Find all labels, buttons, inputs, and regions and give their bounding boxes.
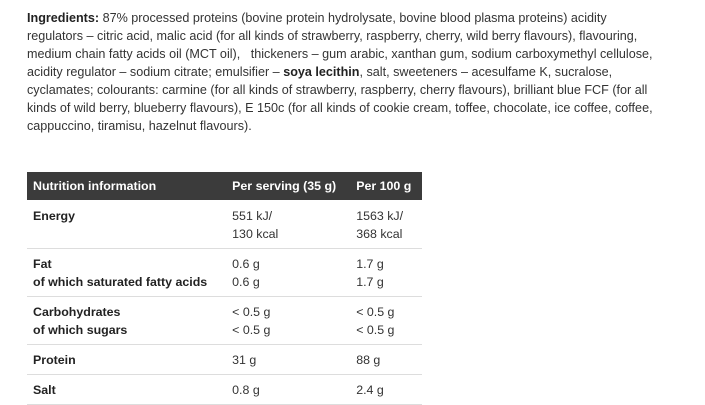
cell-line: 0.8 g [232,383,260,397]
ingredients-line: regulators – citric acid, malic acid (fo… [27,27,653,45]
table-row: Protein 31 g 88 g [27,344,422,375]
cell-line: < 0.5 g [232,305,271,319]
cell-line: 2.4 g [356,383,384,397]
text: acidity regulator – sodium citrate; emul… [27,65,284,79]
header-cell: Per 100 g [350,172,422,200]
cell-line: 1563 kJ/ [356,209,404,223]
cell-line: < 0.5 g [356,305,395,319]
value-cell: 88 g [350,344,422,375]
value-cell: 2.4 g [350,374,422,405]
cell-line: of which saturated fatty acids [33,275,208,289]
ingredients-line: Ingredients: 87% processed proteins (bov… [27,9,653,27]
cell-line: of which sugars [33,323,128,337]
text: 87% processed proteins (bovine protein h… [99,11,607,25]
cell-line: 1.7 g [356,257,384,271]
header-cell: Nutrition information [27,172,227,200]
ingredients-line: acidity regulator – sodium citrate; emul… [27,63,653,81]
cell-line: 368 kcal [356,227,403,241]
cell-line: Protein [33,353,76,367]
row-label: Energy [27,200,227,249]
ingredients: Ingredients: 87% processed proteins (bov… [27,9,653,135]
cell-line: 88 g [356,353,381,367]
cell-line: Carbohydrates [33,305,121,319]
text: cappuccino, tiramisu, hazelnut flavours)… [27,119,252,133]
ingredients-line: kinds of wild berry, blueberry flavours)… [27,99,653,117]
text: regulators – citric acid, malic acid (fo… [27,29,638,43]
row-label: Carbohydrates of which sugars [27,296,227,345]
row-label: Protein [27,344,227,375]
table-row: Carbohydrates of which sugars < 0.5 g < 0.5… [27,296,422,345]
cell-line: 0.6 g [232,257,260,271]
cell-line: 0.6 g [232,275,260,289]
value-cell: 0.8 g [226,374,351,405]
ingredients-line: cappuccino, tiramisu, hazelnut flavours)… [27,117,653,135]
cell-line: 130 kcal [232,227,279,241]
ingredients-line: cyclamates; colourants: carmine (for all… [27,81,653,99]
cell-line: 1.7 g [356,275,384,289]
row-label: Salt [27,374,227,405]
value-cell: 551 kJ/130 kcal [226,200,351,249]
text: kinds of wild berry, blueberry flavours)… [27,101,653,115]
table-row: Salt 0.8 g 2.4 g [27,374,422,405]
ingredients-label: Ingredients: [27,11,100,25]
cell-line: < 0.5 g [356,323,395,337]
value-cell: 1563 kJ/368 kcal [350,200,422,249]
table-row: Energy 551 kJ/130 kcal 1563 kJ/368 kcal [27,200,422,249]
cell-line: Fat [33,257,52,271]
cell-line: Energy [33,209,76,223]
table-row: Fat of which saturated fatty acids 0.6 g 0.… [27,248,422,297]
value-cell: 0.6 g 0.6 g [226,248,351,297]
value-cell: < 0.5 g < 0.5 g [226,296,351,345]
nutrition-table: Nutrition information Per serving (35 g) P… [27,172,422,405]
value-cell: < 0.5 g < 0.5 g [350,296,422,345]
header-cell: Per serving (35 g) [226,172,351,200]
cell-line: 31 g [232,353,257,367]
allergen: soya lecithin [283,65,360,79]
value-cell: 31 g [226,344,351,375]
ingredients-line: medium chain fatty acids oil (MCT oil), … [27,45,653,63]
cell-line: 551 kJ/ [232,209,273,223]
cell-line: < 0.5 g [232,323,271,337]
text: cyclamates; colourants: carmine (for all… [27,83,648,97]
value-cell: 1.7 g 1.7 g [350,248,422,297]
text: medium chain fatty acids oil (MCT oil), … [27,47,653,61]
cell-line: Salt [33,383,56,397]
row-label: Fat of which saturated fatty acids [27,248,227,297]
header-row: Nutrition information Per serving (35 g) P… [27,172,422,200]
text: , salt, sweeteners – acesulfame K, sucra… [359,65,613,79]
